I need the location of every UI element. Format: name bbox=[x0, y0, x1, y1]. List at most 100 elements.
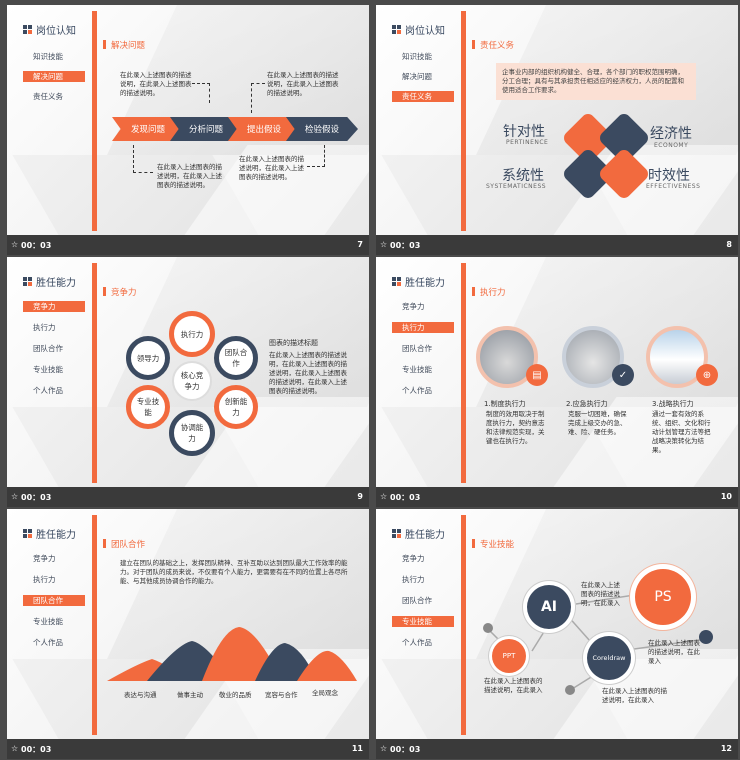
skill-bubble: AI bbox=[527, 585, 571, 629]
label-cn: 系统性 bbox=[502, 168, 544, 184]
note-text: 在此录入上述图表的描述说明，在此录入上述图表的描述说明。 bbox=[120, 71, 192, 97]
skill-bubble: PS bbox=[635, 569, 691, 625]
sidebar-item[interactable]: 团队合作 bbox=[402, 344, 432, 353]
slide-11[interactable]: 胜任能力 竞争力 执行力 团队合作 专业技能 个人作品 团队合作 建立在团队的基… bbox=[7, 509, 369, 759]
divider bbox=[92, 11, 97, 231]
star-icon: ☆ bbox=[11, 492, 19, 501]
chart-label: 做事主动 bbox=[177, 691, 203, 699]
step-arrow: 发现问题 bbox=[112, 117, 184, 141]
desc-title: 图表的描述标题 bbox=[269, 339, 318, 347]
section-title: 竞争力 bbox=[103, 286, 137, 298]
petal-circle: 领导力 bbox=[126, 336, 170, 380]
grid-icon bbox=[23, 529, 32, 538]
sidebar-item-active[interactable]: 团队合作 bbox=[23, 595, 85, 606]
column-title: 3.战略执行力 bbox=[652, 400, 694, 408]
star-icon: ☆ bbox=[380, 744, 388, 753]
note-text: 在此录入上述图表的描述说明，在此录入 bbox=[648, 639, 700, 665]
sidebar-item[interactable]: 专业技能 bbox=[402, 365, 432, 374]
chart-label: 全局观念 bbox=[312, 689, 338, 697]
column-title: 1.制度执行力 bbox=[484, 400, 526, 408]
label-en: SYSTEMATICNESS bbox=[486, 183, 547, 190]
sidebar-item[interactable]: 个人作品 bbox=[33, 386, 63, 395]
column-text: 制度的效用取决于制度执行力，契约意志和法律规范实现，关键也在执行力。 bbox=[486, 410, 545, 445]
check-icon: ✓ bbox=[612, 364, 634, 386]
slide-number: 11 bbox=[351, 744, 363, 753]
mountain-chart bbox=[107, 627, 357, 681]
label-en: EFFECTIVENESS bbox=[646, 183, 701, 190]
slide-footer: ☆ 00：03 8 bbox=[376, 235, 738, 255]
label-en: PERTINENCE bbox=[506, 139, 549, 146]
grid-icon bbox=[392, 277, 401, 286]
sidebar-item[interactable]: 知识技能 bbox=[33, 52, 63, 61]
grid-icon bbox=[392, 529, 401, 538]
sidebar-item-active[interactable]: 解决问题 bbox=[23, 71, 85, 82]
divider bbox=[461, 515, 466, 735]
sidebar-item[interactable]: 竞争力 bbox=[33, 554, 56, 563]
sidebar-item[interactable]: 责任义务 bbox=[33, 92, 63, 101]
sidebar-item[interactable]: 解决问题 bbox=[402, 72, 432, 81]
sidebar-item[interactable]: 竞争力 bbox=[402, 554, 425, 563]
sidebar-item[interactable]: 个人作品 bbox=[402, 638, 432, 647]
sidebar-title: 胜任能力 bbox=[23, 274, 76, 289]
quote-box: 企事业内部的组织机构健全、合理，各个部门的职权范围明确，分工合理；具有与其承担责… bbox=[496, 63, 696, 100]
petal-circle: 团队合作 bbox=[214, 336, 258, 380]
sidebar-title: 岗位认知 bbox=[392, 22, 445, 37]
section-title: 专业技能 bbox=[472, 538, 514, 550]
sidebar-item[interactable]: 专业技能 bbox=[33, 617, 63, 626]
star-icon: ☆ bbox=[380, 240, 388, 249]
sidebar-item[interactable]: 执行力 bbox=[402, 575, 425, 584]
slide-duration: 00：03 bbox=[21, 241, 52, 250]
slide-duration: 00：03 bbox=[21, 745, 52, 754]
chart-label: 敬业的品质 bbox=[219, 691, 252, 699]
star-icon: ☆ bbox=[11, 744, 19, 753]
sidebar-item[interactable]: 执行力 bbox=[33, 575, 56, 584]
divider bbox=[92, 263, 97, 483]
sidebar-item[interactable]: 知识技能 bbox=[402, 52, 432, 61]
core-circle: 核心竞争力 bbox=[172, 361, 212, 401]
label-cn: 经济性 bbox=[650, 126, 692, 142]
paragraph: 建立在团队的基础之上，发挥团队精神、互补互助以达到团队最大工作效率的能力。对于团… bbox=[120, 559, 348, 585]
chart-label: 表达与沟通 bbox=[124, 691, 157, 699]
grid-icon bbox=[392, 25, 401, 34]
slide-10[interactable]: 胜任能力 竞争力 执行力 团队合作 专业技能 个人作品 执行力 ▤ ✓ ⊕ 1.… bbox=[376, 257, 738, 507]
sidebar-item[interactable]: 竞争力 bbox=[402, 302, 425, 311]
divider bbox=[461, 263, 466, 483]
slide-8[interactable]: 岗位认知 知识技能 解决问题 责任义务 责任义务 企事业内部的组织机构健全、合理… bbox=[376, 5, 738, 255]
slide-number: 10 bbox=[720, 492, 732, 501]
slide-footer: ☆ 00：03 11 bbox=[7, 739, 369, 759]
dot bbox=[483, 623, 493, 633]
note-text: 在此录入上述图表的描述说明，在此录入 bbox=[581, 581, 620, 607]
sidebar-item[interactable]: 执行力 bbox=[33, 323, 56, 332]
slide-9[interactable]: 胜任能力 竞争力 执行力 团队合作 专业技能 个人作品 竞争力 执行力 团队合作… bbox=[7, 257, 369, 507]
sidebar-item-active[interactable]: 竞争力 bbox=[23, 301, 85, 312]
sidebar-item-active[interactable]: 专业技能 bbox=[392, 616, 454, 627]
dot bbox=[699, 630, 713, 644]
slide-7[interactable]: 岗位认知 知识技能 解决问题 责任义务 解决问题 在此录入上述图表的描述说明，在… bbox=[7, 5, 369, 255]
sidebar-item[interactable]: 个人作品 bbox=[33, 638, 63, 647]
petal-circle: 执行力 bbox=[169, 311, 215, 357]
sidebar-title: 胜任能力 bbox=[23, 526, 76, 541]
sidebar-item[interactable]: 团队合作 bbox=[402, 596, 432, 605]
label-cn: 时效性 bbox=[648, 168, 690, 184]
sidebar-item-active[interactable]: 责任义务 bbox=[392, 91, 454, 102]
slide-duration: 00：03 bbox=[390, 745, 421, 754]
slide-footer: ☆ 00：03 7 bbox=[7, 235, 369, 255]
note-text: 在此录入上述图表的描述说明，在此录入上述图表的描述说明。 bbox=[239, 155, 304, 181]
note-text: 在此录入上述图表的描述说明，在此录入上述图表的描述说明。 bbox=[157, 163, 222, 189]
star-icon: ☆ bbox=[11, 240, 19, 249]
sidebar-item[interactable]: 个人作品 bbox=[402, 386, 432, 395]
grid-icon bbox=[23, 277, 32, 286]
sidebar: 胜任能力 竞争力 执行力 团队合作 专业技能 个人作品 bbox=[7, 509, 92, 739]
section-title: 团队合作 bbox=[103, 538, 145, 550]
sidebar-title: 胜任能力 bbox=[392, 274, 445, 289]
column-text: 通过一套有效的系统、组织、文化和行动计划管理方法等把战略决策转化为结果。 bbox=[652, 410, 711, 454]
slide-number: 8 bbox=[726, 240, 732, 249]
skill-bubble: Coreldraw bbox=[587, 636, 631, 680]
sidebar-item[interactable]: 专业技能 bbox=[33, 365, 63, 374]
slide-number: 9 bbox=[357, 492, 363, 501]
section-title: 责任义务 bbox=[472, 39, 514, 51]
sidebar-item-active[interactable]: 执行力 bbox=[392, 322, 454, 333]
sidebar-item[interactable]: 团队合作 bbox=[33, 344, 63, 353]
slide-duration: 00：03 bbox=[390, 241, 421, 250]
slide-12[interactable]: 胜任能力 竞争力 执行力 团队合作 专业技能 个人作品 专业技能 AI PS P… bbox=[376, 509, 738, 759]
